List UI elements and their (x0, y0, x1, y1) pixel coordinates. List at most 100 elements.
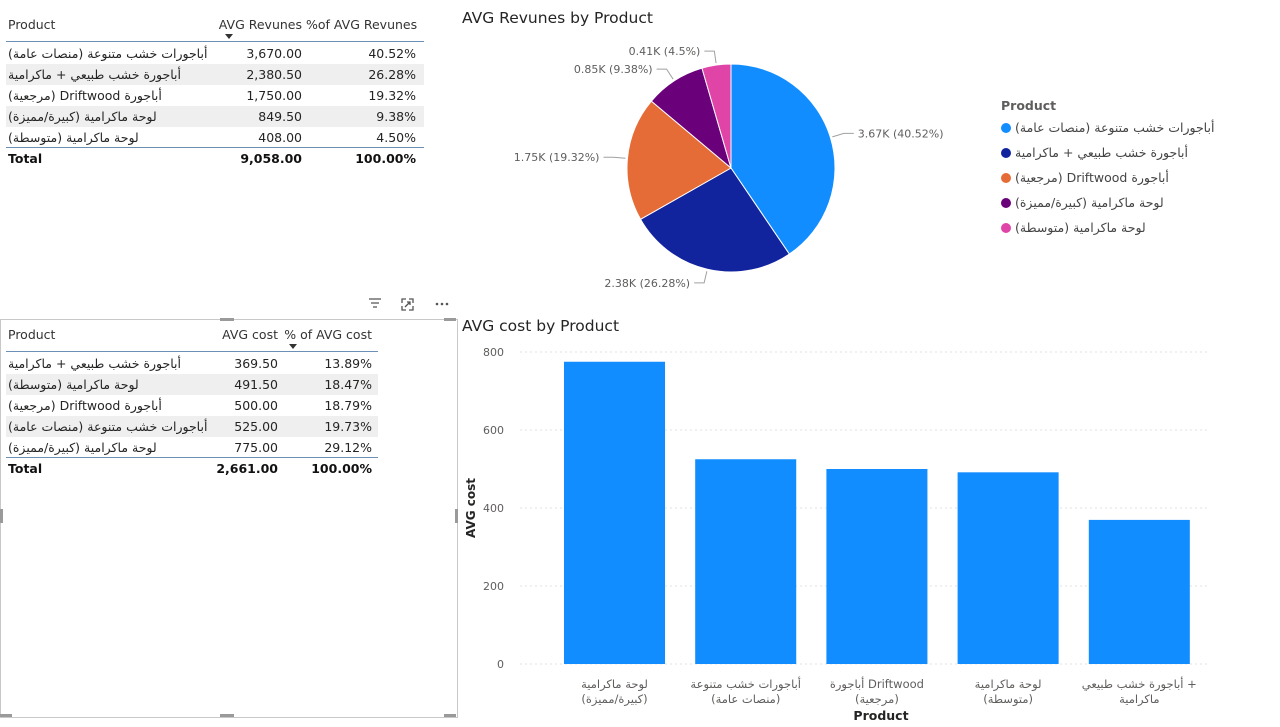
pct-cell: 26.28% (368, 67, 416, 82)
resize-handle-bottom[interactable] (220, 714, 234, 717)
product-cell: أباجورة Driftwood (مرجعية) (8, 88, 162, 103)
table-row[interactable]: أباجورة خشب طبيعي + ماكرامية 2,380.50 26.2… (6, 64, 424, 85)
pie-slice[interactable] (626, 100, 732, 220)
resize-handle-top-right[interactable] (444, 318, 456, 321)
bar[interactable] (826, 469, 928, 664)
leader-line (704, 50, 717, 64)
table-row[interactable]: لوحة ماكرامية (متوسطة) 408.00 4.50% (6, 127, 424, 148)
pie-data-label: 2.38K (26.28%) (604, 277, 690, 290)
leader-line (656, 68, 674, 80)
pie-slice[interactable] (639, 167, 791, 273)
total-divider (6, 457, 378, 458)
pct-cell: 13.89% (324, 356, 372, 371)
product-cell: لوحة ماكرامية (متوسطة) (8, 130, 139, 145)
product-cell: أباجورة خشب طبيعي + ماكرامية (8, 67, 181, 82)
column-header-avg-cost[interactable]: AVG cost (222, 327, 278, 342)
value-cell: 491.50 (234, 377, 278, 392)
column-header-product[interactable]: Product (8, 17, 56, 32)
product-cell: أباجورة Driftwood (مرجعية) (8, 398, 162, 413)
x-tick-label: (مرجعية) (855, 692, 899, 707)
total-row: Total 2,661.00 100.00% (6, 458, 378, 479)
filter-icon[interactable] (368, 297, 382, 313)
column-header-pct-avg-cost[interactable]: % of AVG cost (284, 327, 372, 342)
legend-label: لوحة ماكرامية (كبيرة/مميزة) (1015, 195, 1164, 210)
y-tick-label: 800 (483, 346, 504, 359)
total-label: Total (8, 461, 43, 476)
bar[interactable] (1088, 519, 1190, 664)
pct-cell: 9.38% (376, 109, 416, 124)
legend-marker (1001, 198, 1011, 208)
x-tick-label: أباجورة Driftwood (830, 676, 924, 692)
legend-title: Product (1001, 98, 1057, 113)
pct-cell: 4.50% (376, 130, 416, 145)
leader-line (603, 156, 626, 159)
table-row[interactable]: لوحة ماكرامية (متوسطة) 491.50 18.47% (6, 374, 378, 395)
bar[interactable] (695, 459, 797, 664)
product-cell: لوحة ماكرامية (كبيرة/مميزة) (8, 440, 157, 455)
pie-chart-title: AVG Revunes by Product (462, 9, 653, 27)
total-label: Total (8, 151, 43, 166)
bar[interactable] (957, 472, 1059, 664)
sort-descending-icon[interactable] (225, 34, 233, 39)
more-options-icon[interactable] (434, 297, 450, 315)
value-cell: 1,750.00 (246, 88, 302, 103)
table-row[interactable]: أباجورات خشب متنوعة (منصات عامة) 525.00 19… (6, 416, 378, 437)
resize-handle-top[interactable] (220, 318, 234, 321)
pie-data-label: 0.85K (9.38%) (574, 63, 653, 76)
pct-cell: 18.47% (324, 377, 372, 392)
x-tick-label: (كبيرة/مميزة) (581, 692, 647, 707)
product-cell: أباجورات خشب متنوعة (منصات عامة) (8, 46, 208, 61)
y-axis-title: AVG cost (464, 478, 478, 538)
header-divider (6, 351, 378, 352)
total-value: 9,058.00 (240, 151, 302, 166)
pct-cell: 18.79% (324, 398, 372, 413)
resize-handle-bottom-left[interactable] (0, 714, 12, 717)
x-tick-label: (منصات عامة) (711, 692, 780, 706)
table-row[interactable]: أباجورة Driftwood (مرجعية) 500.00 18.79% (6, 395, 378, 416)
pie-slice[interactable] (730, 63, 836, 255)
resize-handle-left[interactable] (0, 509, 3, 523)
total-value: 2,661.00 (216, 461, 278, 476)
pie-chart: 3.67K (40.52%) 2.38K (26.28%) 1.75K (19.32… (514, 45, 944, 290)
legend-marker (1001, 173, 1011, 183)
table-row[interactable]: أباجورة خشب طبيعي + ماكرامية 369.50 13.89% (6, 353, 378, 374)
table-row[interactable]: لوحة ماكرامية (كبيرة/مميزة) 849.50 9.38% (6, 106, 424, 127)
bar[interactable] (564, 361, 666, 664)
focus-mode-icon[interactable] (400, 297, 415, 316)
leader-line (832, 132, 854, 138)
bar-chart-title: AVG cost by Product (462, 317, 620, 335)
pie-data-label: 3.67K (40.52%) (858, 127, 944, 140)
pie-data-label: 1.75K (19.32%) (514, 151, 600, 164)
column-header-product[interactable]: Product (8, 327, 56, 342)
x-tick-label: ماكرامية (1119, 692, 1159, 707)
resize-handle-right[interactable] (455, 509, 458, 523)
value-cell: 3,670.00 (246, 46, 302, 61)
sort-ascending-icon[interactable] (289, 344, 297, 349)
pie-data-label: 0.41K (4.5%) (629, 45, 701, 58)
x-tick-label: أباجورات خشب متنوعة (690, 676, 801, 692)
cost-table-header: Product AVG cost % of AVG cost (6, 324, 378, 345)
value-cell: 408.00 (258, 130, 302, 145)
header-divider (6, 41, 424, 42)
legend-marker (1001, 123, 1011, 133)
value-cell: 2,380.50 (246, 67, 302, 82)
pct-cell: 19.32% (368, 88, 416, 103)
column-header-pct-avg-revenues[interactable]: %of AVG Revunes (306, 17, 418, 32)
table-row[interactable]: لوحة ماكرامية (كبيرة/مميزة) 775.00 29.12% (6, 437, 378, 458)
product-cell: أباجورات خشب متنوعة (منصات عامة) (8, 419, 208, 434)
x-tick-label: (متوسطة) (983, 692, 1033, 707)
total-divider (6, 147, 424, 148)
legend-marker (1001, 223, 1011, 233)
table-row[interactable]: أباجورات خشب متنوعة (منصات عامة) 3,670.00… (6, 43, 424, 64)
y-tick-label: 600 (483, 424, 504, 437)
value-cell: 525.00 (234, 419, 278, 434)
table-row[interactable]: أباجورة Driftwood (مرجعية) 1,750.00 19.32% (6, 85, 424, 106)
product-cell: لوحة ماكرامية (متوسطة) (8, 377, 139, 392)
total-row: Total 9,058.00 100.00% (6, 148, 424, 169)
column-header-avg-revenues[interactable]: AVG Revunes (218, 17, 302, 32)
pie-slice[interactable] (701, 63, 732, 169)
resize-handle-bottom-right[interactable] (444, 714, 456, 717)
product-cell: لوحة ماكرامية (كبيرة/مميزة) (8, 109, 157, 124)
leader-line (694, 271, 708, 284)
